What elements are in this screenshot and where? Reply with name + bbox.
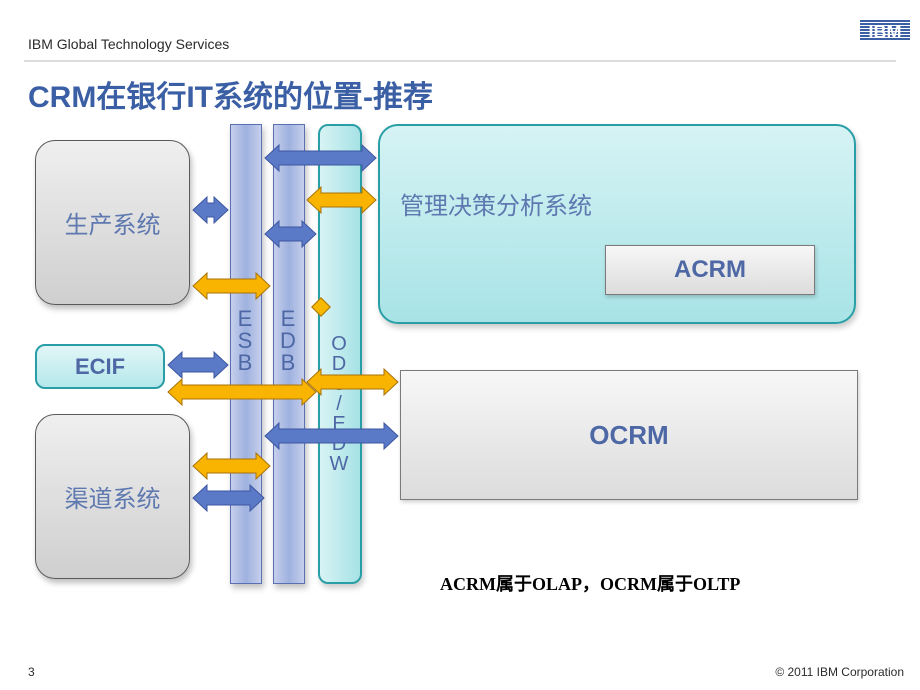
note-text: ACRM属于OLAP，OCRM属于OLTP <box>440 570 740 596</box>
copyright: © 2011 IBM Corporation <box>775 665 904 679</box>
page-number: 3 <box>28 665 35 679</box>
